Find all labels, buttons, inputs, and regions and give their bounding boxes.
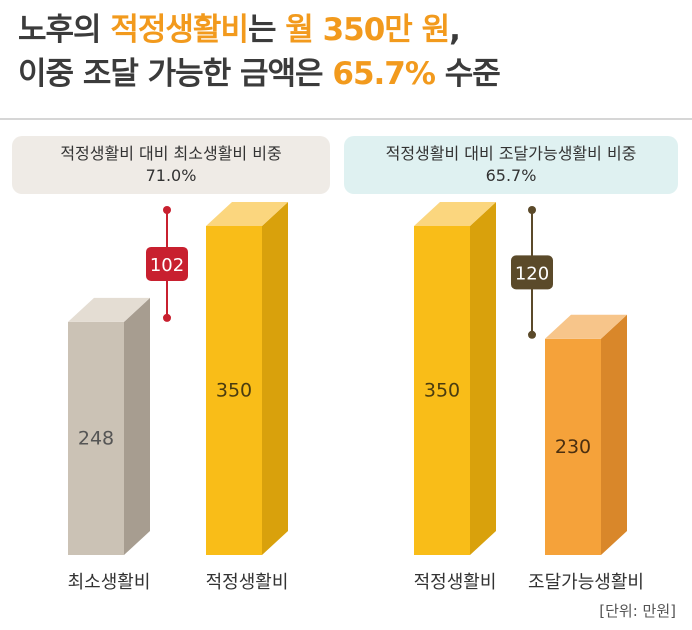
bar-value-label: 350 [216,380,252,402]
headline-text: 이중 조달 가능한 금액은 [18,56,333,92]
difference-dot [528,330,536,339]
headline-highlight: 65.7% [332,56,436,92]
difference-dot [528,206,536,214]
bar-top [206,202,288,226]
bar-top [414,202,496,226]
bar-front [68,321,124,555]
difference-dot [163,313,171,322]
difference-value-label: 102 [150,255,184,276]
bar-side [470,202,496,555]
category-label: 적정생활비 [414,572,497,593]
category-label: 적정생활비 [206,572,289,593]
bar-value-label: 230 [555,436,591,458]
headline-text: 노후의 [18,12,111,48]
headline: 노후의 적정생활비는 월 350만 원, 이중 조달 가능한 금액은 65.7%… [18,8,678,96]
category-label: 최소생활비 [68,572,151,593]
divider [0,118,692,120]
bar-value-label: 350 [424,380,460,402]
bar-side [601,314,627,555]
difference-value-label: 120 [515,263,549,284]
ratio-title: 적정생활비 대비 조달가능생활비 비중 [385,144,637,163]
bar-top [545,314,627,339]
difference-badge [511,255,553,290]
headline-text: , [449,12,461,48]
category-label: 조달가능생활비 [528,572,644,593]
difference-badge [146,246,188,281]
unit-label: [단위: 만원] [599,602,676,620]
headline-highlight: 적정생활비 [110,12,249,48]
ratio-value: 71.0% [145,166,197,185]
bar-front [206,226,262,555]
bar-value-label: 248 [78,427,114,449]
ratio-badge-available: 적정생활비 대비 조달가능생활비 비중 65.7% [344,136,678,194]
bar-side [124,297,150,555]
ratio-value: 65.7% [485,166,537,185]
ratio-badge-minimum: 적정생활비 대비 최소생활비 비중 71.0% [12,136,330,194]
headline-line-2: 이중 조달 가능한 금액은 65.7% 수준 [18,52,678,96]
difference-dot [163,206,171,214]
bar-front [545,338,601,555]
bar-top [68,297,150,322]
headline-highlight: 월 350만 원 [285,12,450,48]
headline-text: 는 [247,12,286,48]
headline-text: 수준 [434,56,501,92]
ratio-title: 적정생활비 대비 최소생활비 비중 [60,144,282,163]
bar-front [414,226,470,555]
headline-line-1: 노후의 적정생활비는 월 350만 원, [18,8,678,52]
bar-side [262,202,288,555]
